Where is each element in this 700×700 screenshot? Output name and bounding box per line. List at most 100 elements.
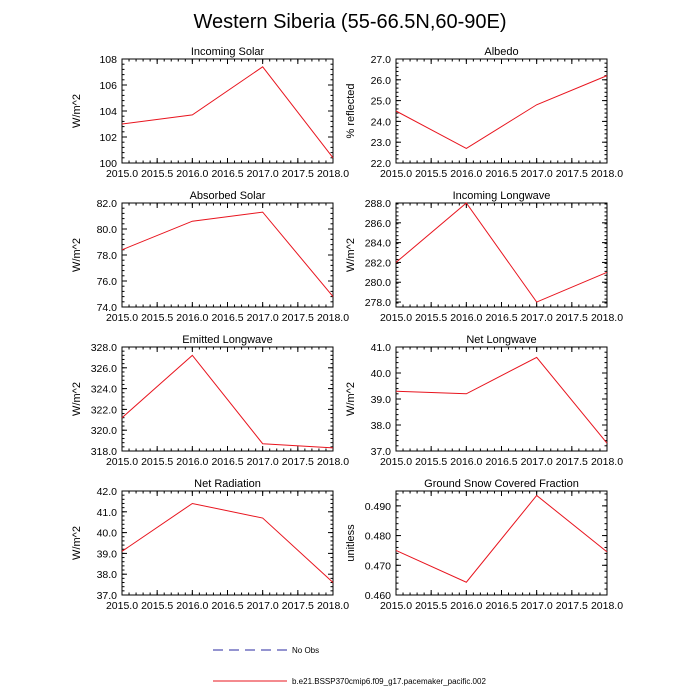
panel-title: Incoming Longwave: [453, 190, 551, 202]
plot-frame: [395, 58, 608, 164]
y-tick-label: 27.0: [371, 54, 392, 66]
y-tick-label: 278.0: [365, 297, 391, 309]
y-tick-label: 320.0: [91, 425, 117, 437]
x-tick-label: 2017.0: [521, 456, 553, 468]
series-line-model: [395, 494, 608, 583]
x-tick-label: 2015.0: [106, 456, 138, 468]
series-line-model: [121, 66, 334, 159]
legend-obs-label: No Obs: [292, 646, 319, 655]
series-line-model: [121, 211, 334, 297]
panel-title: Net Longwave: [466, 334, 536, 346]
series-line-model: [395, 202, 608, 303]
x-tick-label: 2016.5: [211, 168, 243, 180]
y-axis-label: W/m^2: [345, 382, 357, 416]
panel-title: Absorbed Solar: [190, 190, 266, 202]
x-tick-label: 2015.5: [415, 456, 447, 468]
y-tick-label: 0.470: [365, 560, 391, 572]
panel-2: Albedo % reflected 2015.0 2015.5 2016.0 2016.…: [345, 46, 623, 180]
x-tick-label: 2018.0: [591, 168, 623, 180]
x-tick-label: 2015.5: [141, 168, 173, 180]
x-tick-label: 2016.0: [450, 600, 482, 612]
x-tick-label: 2017.5: [282, 456, 314, 468]
x-tick-label: 2018.0: [591, 312, 623, 324]
x-tick-label: 2015.0: [380, 456, 412, 468]
y-tick-label: 106: [99, 80, 117, 92]
y-axis-label: W/m^2: [345, 238, 357, 272]
y-tick-label: 41.0: [97, 507, 118, 519]
x-tick-label: 2017.0: [247, 456, 279, 468]
x-tick-label: 2016.5: [211, 600, 243, 612]
x-tick-label: 2016.0: [450, 312, 482, 324]
y-axis-label: W/m^2: [71, 526, 83, 560]
x-tick-label: 2015.0: [380, 312, 412, 324]
panel-title: Ground Snow Covered Fraction: [424, 478, 579, 490]
y-tick-label: 39.0: [371, 394, 392, 406]
x-tick-label: 2015.0: [380, 600, 412, 612]
x-tick-label: 2018.0: [317, 312, 349, 324]
y-tick-label: 322.0: [91, 404, 117, 416]
y-tick-label: 41.0: [371, 342, 392, 354]
x-tick-label: 2015.0: [380, 168, 412, 180]
y-tick-label: 282.0: [365, 257, 391, 269]
x-tick-label: 2017.0: [521, 312, 553, 324]
series-line-model: [121, 354, 334, 449]
x-tick-label: 2017.0: [521, 600, 553, 612]
series-line-model: [395, 356, 608, 444]
y-axis-label: W/m^2: [71, 238, 83, 272]
y-tick-label: 284.0: [365, 238, 391, 250]
x-tick-label: 2015.5: [415, 312, 447, 324]
panel-title: Net Radiation: [194, 478, 261, 490]
y-tick-label: 80.0: [97, 224, 118, 236]
y-tick-label: 288.0: [365, 198, 391, 210]
x-tick-label: 2016.5: [485, 168, 517, 180]
y-tick-label: 286.0: [365, 218, 391, 230]
x-tick-label: 2016.5: [485, 456, 517, 468]
x-tick-label: 2016.0: [450, 168, 482, 180]
y-tick-label: 108: [99, 54, 117, 66]
y-tick-label: 40.0: [97, 528, 118, 540]
y-tick-label: 25.0: [371, 96, 392, 108]
x-tick-label: 2018.0: [317, 456, 349, 468]
plot-frame: [395, 202, 608, 308]
y-axis-label: W/m^2: [71, 382, 83, 416]
series-line-model: [121, 502, 334, 583]
panel-3: Absorbed Solar W/m^2 2015.0 2015.5 2016.0 201…: [71, 190, 349, 324]
panel-7: Net Radiation W/m^2 2015.0 2015.5 2016.0 2016…: [71, 478, 349, 612]
x-tick-label: 2016.0: [176, 312, 208, 324]
y-tick-label: 76.0: [97, 276, 118, 288]
y-axis-label: % reflected: [345, 83, 357, 138]
x-tick-label: 2018.0: [591, 600, 623, 612]
x-tick-label: 2017.5: [556, 312, 588, 324]
panel-title: Albedo: [484, 46, 518, 58]
y-axis-label: unitless: [345, 524, 357, 562]
x-tick-label: 2016.0: [176, 600, 208, 612]
x-tick-label: 2017.5: [282, 312, 314, 324]
y-tick-label: 102: [99, 132, 117, 144]
x-tick-label: 2017.5: [556, 168, 588, 180]
series-line-model: [395, 75, 608, 150]
x-tick-label: 2017.0: [247, 600, 279, 612]
x-tick-label: 2016.5: [211, 456, 243, 468]
y-tick-label: 280.0: [365, 277, 391, 289]
y-tick-label: 104: [99, 106, 117, 118]
plot-frame: [121, 202, 334, 308]
y-tick-label: 0.460: [365, 590, 391, 602]
x-tick-label: 2015.5: [141, 312, 173, 324]
y-axis-label: W/m^2: [71, 94, 83, 128]
x-tick-label: 2015.0: [106, 600, 138, 612]
figure-title: Western Siberia (55-66.5N,60-90E): [193, 11, 506, 33]
x-tick-label: 2015.5: [415, 600, 447, 612]
x-tick-label: 2017.5: [282, 168, 314, 180]
plot-frame: [121, 490, 334, 596]
y-tick-label: 78.0: [97, 250, 118, 262]
panel-4: Incoming Longwave W/m^2 2015.0 2015.5 2016.0…: [345, 190, 623, 324]
plot-frame: [395, 346, 608, 452]
y-tick-label: 0.490: [365, 501, 391, 513]
x-tick-label: 2015.5: [141, 456, 173, 468]
y-tick-label: 24.0: [371, 116, 392, 128]
y-tick-label: 40.0: [371, 368, 392, 380]
y-tick-label: 328.0: [91, 342, 117, 354]
x-tick-label: 2015.0: [106, 312, 138, 324]
